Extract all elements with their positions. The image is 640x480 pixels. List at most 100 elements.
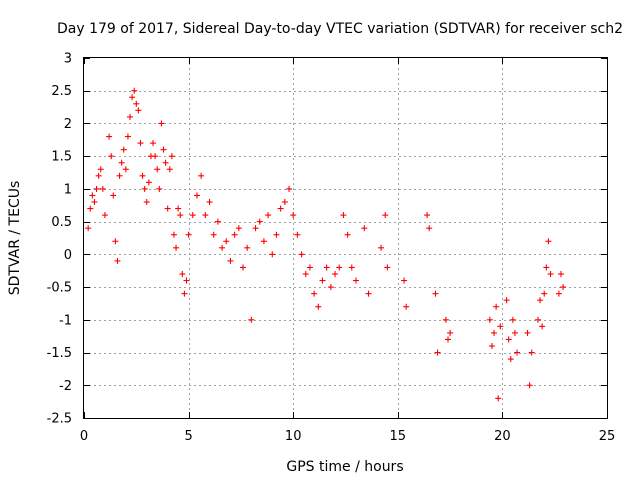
data-point (348, 264, 355, 271)
data-point (336, 264, 343, 271)
data-point (290, 212, 297, 219)
data-point (493, 303, 500, 310)
data-point (135, 107, 142, 114)
data-point (260, 238, 267, 245)
data-point (133, 100, 140, 107)
data-point (118, 159, 125, 166)
data-point (315, 303, 322, 310)
data-point (401, 277, 408, 284)
data-point (131, 87, 138, 94)
data-point (511, 329, 518, 336)
data-point (294, 231, 301, 238)
data-point (424, 212, 431, 219)
x-tick-label: 10 (285, 429, 302, 444)
y-tick-label: 1.5 (51, 150, 72, 165)
data-point (365, 290, 372, 297)
data-point (524, 329, 531, 336)
data-point (442, 316, 449, 323)
data-point (541, 290, 548, 297)
data-point (160, 146, 167, 153)
y-tick-label: 0 (64, 248, 72, 263)
y-tick-label: 1 (64, 182, 72, 197)
data-point (158, 120, 165, 127)
data-point (332, 271, 339, 277)
data-point (302, 271, 309, 277)
y-tick-label: 3 (64, 52, 72, 67)
data-point (214, 218, 221, 225)
data-point (505, 336, 512, 343)
data-point (164, 205, 171, 212)
y-tick-label: 0.5 (51, 215, 72, 230)
data-point (340, 212, 347, 219)
data-point (189, 212, 196, 219)
data-point (252, 225, 259, 232)
data-point (168, 153, 175, 160)
data-point (434, 349, 441, 356)
data-point (432, 290, 439, 297)
data-point (141, 185, 148, 192)
data-point (239, 264, 246, 271)
data-point (91, 199, 98, 205)
data-point (306, 264, 313, 271)
data-point (273, 231, 280, 238)
data-point (185, 231, 192, 238)
data-point (384, 264, 391, 271)
data-point (509, 316, 516, 323)
data-point (108, 153, 115, 160)
data-point (537, 297, 544, 304)
y-tick-label: -2.5 (47, 412, 72, 427)
x-tick-label: 5 (184, 429, 192, 444)
x-tick-label: 15 (390, 429, 407, 444)
data-point (114, 257, 121, 264)
data-point (122, 166, 129, 173)
data-point (534, 316, 541, 323)
data-point (175, 205, 182, 212)
y-tick-label: -2 (59, 379, 72, 394)
data-point (361, 225, 368, 232)
data-point (177, 212, 184, 219)
data-point (319, 277, 326, 284)
data-point (137, 140, 144, 147)
data-point (139, 172, 146, 179)
data-point (231, 231, 238, 238)
data-point (244, 244, 251, 251)
y-tick-label: 2.5 (51, 84, 72, 99)
x-tick-label: 20 (494, 429, 511, 444)
y-tick-label: 2 (64, 117, 72, 132)
data-point (269, 251, 276, 258)
data-point (202, 212, 209, 219)
y-tick-label: -0.5 (47, 281, 72, 296)
y-tick-label: -1.5 (47, 346, 72, 361)
data-point (286, 185, 293, 192)
data-point (265, 212, 272, 219)
x-tick-label: 0 (80, 429, 88, 444)
data-point (181, 290, 188, 297)
data-point (156, 185, 163, 192)
data-point (528, 349, 535, 356)
data-point (127, 113, 134, 120)
data-point (193, 192, 200, 199)
data-point (150, 140, 157, 147)
data-point (277, 205, 284, 212)
y-axis-tick-labels: -2.5 -2 -1.5 -1 -0.5 0 0.5 1 1.5 2 2.5 3 (47, 52, 72, 427)
data-point (545, 238, 552, 245)
data-point (206, 199, 213, 205)
data-point (89, 192, 96, 199)
data-point (495, 395, 502, 402)
data-point (539, 323, 546, 330)
data-point (116, 172, 123, 179)
data-point (227, 257, 234, 264)
data-point (311, 290, 318, 297)
data-point (488, 343, 495, 349)
data-point (223, 238, 230, 245)
data-point (106, 133, 113, 140)
data-point (497, 323, 504, 330)
data-point (97, 166, 104, 173)
data-point (323, 264, 330, 271)
data-point (124, 133, 131, 140)
data-point (198, 172, 205, 179)
x-tick-label: 25 (599, 429, 616, 444)
data-point (219, 244, 226, 251)
data-point (95, 172, 102, 179)
axis-ticks (84, 58, 608, 419)
